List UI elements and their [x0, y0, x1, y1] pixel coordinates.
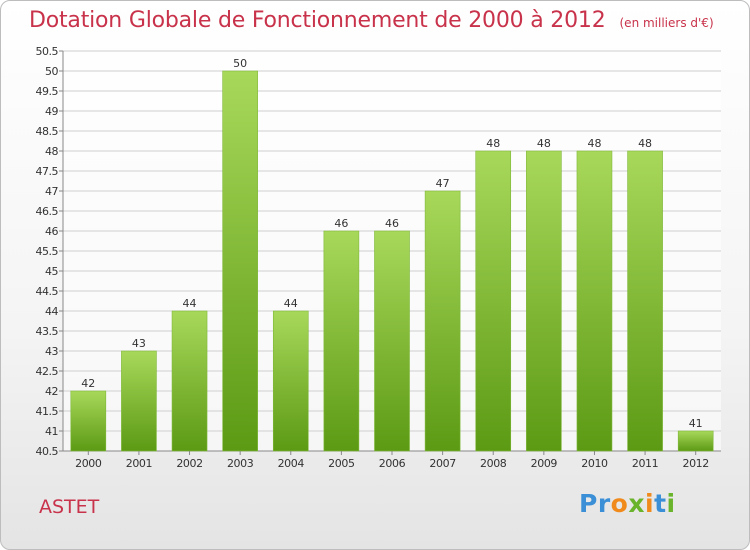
bar: [323, 230, 360, 452]
bar: [171, 310, 208, 452]
y-tick-label: 44: [45, 305, 58, 318]
y-tick-label: 45.5: [36, 245, 59, 258]
x-tick-label: 2003: [227, 457, 254, 470]
data-label: 48: [537, 137, 551, 150]
y-tick-label: 47.5: [36, 165, 59, 178]
chart-subtitle: (en milliers d'€): [619, 16, 714, 30]
data-label: 48: [638, 137, 652, 150]
data-label: 46: [385, 217, 399, 230]
y-tick-label: 41.5: [36, 405, 59, 418]
data-label: 44: [284, 297, 298, 310]
y-tick-label: 42.5: [36, 365, 59, 378]
x-tick-label: 2012: [682, 457, 708, 470]
bar: [374, 230, 410, 452]
y-tick-label: 49.5: [36, 85, 59, 98]
data-label: 50: [233, 57, 247, 70]
x-tick-label: 2009: [531, 457, 558, 470]
x-tick-label: 2004: [278, 457, 305, 470]
y-tick-label: 48: [45, 145, 58, 158]
logo-letter: r: [597, 489, 611, 518]
bar: [475, 150, 512, 452]
y-tick-label: 46: [45, 225, 58, 238]
x-tick-label: 2002: [176, 457, 202, 470]
x-tick-label: 2008: [480, 457, 507, 470]
y-tick-label: 48.5: [36, 125, 59, 138]
logo-letter: x: [628, 489, 645, 518]
y-tick-label: 45: [45, 265, 58, 278]
y-tick-label: 42: [45, 385, 58, 398]
x-tick-label: 2000: [75, 457, 102, 470]
y-tick-label: 47: [45, 185, 58, 198]
data-label: 46: [334, 217, 348, 230]
y-tick-label: 43.5: [36, 325, 59, 338]
logo-letter: i: [645, 489, 655, 518]
y-tick-label: 40.5: [36, 445, 59, 458]
logo-letter: o: [610, 489, 629, 518]
y-tick-label: 41: [45, 425, 58, 438]
bar: [70, 390, 107, 452]
bar: [576, 150, 613, 452]
logo-letter: t: [654, 489, 667, 518]
chart-title-text: Dotation Globale de Fonctionnement de 20…: [29, 8, 606, 33]
logo-letter: i: [666, 489, 676, 518]
data-label: 43: [132, 337, 146, 350]
y-tick-label: 43: [45, 345, 58, 358]
bar: [677, 430, 714, 452]
x-tick-label: 2011: [632, 457, 658, 470]
y-tick-label: 46.5: [36, 205, 59, 218]
x-tick-label: 2007: [429, 457, 456, 470]
data-label: 41: [689, 417, 703, 430]
data-label: 44: [183, 297, 197, 310]
data-label: 48: [486, 137, 500, 150]
data-label: 48: [587, 137, 601, 150]
data-label: 42: [81, 377, 95, 390]
x-tick-label: 2001: [126, 457, 152, 470]
y-tick-label: 49: [45, 105, 58, 118]
bar: [424, 190, 461, 452]
data-label: 47: [436, 177, 450, 190]
proxiti-logo: Proxiti: [579, 489, 676, 518]
place-name: ASTET: [39, 496, 100, 518]
y-tick-label: 44.5: [36, 285, 59, 298]
x-tick-label: 2010: [581, 457, 608, 470]
x-tick-label: 2006: [379, 457, 406, 470]
chart-title: Dotation Globale de Fonctionnement de 20…: [29, 8, 714, 33]
x-tick-label: 2005: [328, 457, 355, 470]
y-tick-label: 50: [45, 65, 58, 78]
bar: [272, 310, 309, 452]
bar: [526, 150, 562, 452]
bar: [627, 150, 663, 452]
logo-letter: P: [579, 489, 598, 518]
bar: [121, 350, 157, 452]
y-tick-label: 50.5: [36, 45, 59, 58]
bar: [222, 70, 258, 452]
